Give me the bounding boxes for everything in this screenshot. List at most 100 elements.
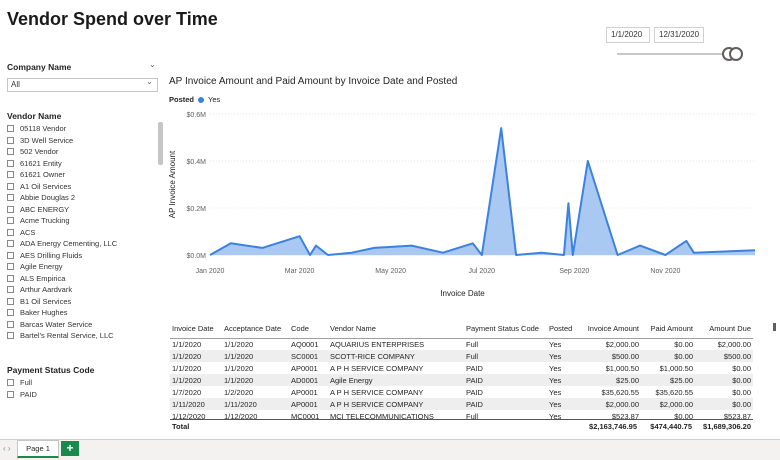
table-cell: Yes [549, 339, 562, 349]
page-nav-arrows-icon[interactable]: ‹ › [3, 444, 11, 453]
vendor-item[interactable]: Bartel's Rental Service, LLC [7, 330, 157, 340]
checkbox-icon[interactable] [7, 182, 14, 190]
table-row[interactable]: 1/7/2020 1/2/2020 AP0001 A P H SERVICE COMP… [170, 386, 753, 398]
column-header[interactable]: Paid Amount [641, 320, 695, 339]
column-header[interactable]: Vendor Name [328, 320, 464, 339]
vendor-item[interactable]: 502 Vendor [7, 146, 157, 158]
legend-marker-icon [198, 96, 205, 103]
date-slider-track[interactable] [617, 53, 736, 55]
y-tick-label: $0.6M [187, 112, 207, 119]
vendor-item[interactable]: ALS Empirica [7, 273, 157, 285]
status-item[interactable]: PAID [7, 389, 157, 401]
table-cell: 1/11/2020 [170, 398, 222, 410]
x-axis-label: Invoice Date [440, 289, 485, 298]
report-title: Vendor Spend over Time [7, 9, 218, 29]
checkbox-icon[interactable] [7, 171, 14, 179]
vendor-item-label: Barcas Water Service [20, 319, 93, 329]
area-chart[interactable]: $0.6M $0.4M $0.2M $0.0M Jan 2020 Mar 2020 May … [165, 100, 765, 305]
checkbox-icon[interactable] [7, 332, 14, 340]
checkbox-icon[interactable] [7, 251, 14, 259]
table-cell: 1/1/2020 [224, 339, 254, 349]
checkbox-icon[interactable] [7, 228, 14, 236]
start-date-input[interactable]: 1/1/2020 [606, 27, 650, 43]
checkbox-icon[interactable] [7, 320, 14, 328]
total-invoice-amount: $2,163,746.95 [589, 422, 637, 431]
table-cell: $500.00 [695, 350, 753, 362]
vendor-item[interactable]: 3D Well Service [7, 135, 157, 147]
column-header[interactable]: Posted [547, 320, 579, 339]
table-scrollbar[interactable] [773, 323, 776, 331]
dropdown-chevron-icon[interactable]: ⌄ [146, 77, 153, 86]
table-cell: $500.00 [579, 350, 641, 362]
legend-item[interactable]: Yes [208, 95, 221, 104]
vendor-item[interactable]: Arthur Aardvark [7, 284, 157, 296]
legend-title: Posted [169, 95, 195, 104]
checkbox-icon[interactable] [7, 297, 14, 305]
checkbox-icon[interactable] [7, 390, 14, 398]
table-body: 1/1/2020 1/1/2020 AQ0001 AQUARIUS ENTERPRIS… [170, 338, 753, 422]
checkbox-icon[interactable] [7, 274, 14, 282]
date-slider-end-handle[interactable] [729, 47, 743, 61]
table-cell: MCI TELECOMMUNICATIONS [330, 411, 434, 421]
vendor-item[interactable]: Baker Hughes [7, 307, 157, 319]
checkbox-icon[interactable] [7, 148, 14, 156]
table-row[interactable]: 1/1/2020 1/1/2020 AD0001 Agile Energy PAID Ye… [170, 374, 753, 386]
column-header[interactable]: Acceptance Date [222, 320, 289, 339]
vendor-list-scrollbar[interactable] [158, 122, 163, 165]
table-row[interactable]: 1/11/2020 1/11/2020 AP0001 A P H SERVICE CO… [170, 398, 753, 410]
vendor-item[interactable]: B1 Oil Services [7, 296, 157, 308]
table-row[interactable]: 1/1/2020 1/1/2020 AP0001 A P H SERVICE COMP… [170, 362, 753, 374]
column-header[interactable]: Amount Due [695, 320, 753, 339]
vendor-item-label: 61621 Owner [20, 170, 66, 180]
end-date-input[interactable]: 12/31/2020 [654, 27, 704, 43]
table-cell: MC0001 [291, 411, 320, 421]
checkbox-icon[interactable] [7, 286, 14, 294]
column-header[interactable]: Invoice Date [170, 320, 222, 339]
vendor-item-label: ADA Energy Cementing, LLC [20, 239, 118, 249]
vendor-item[interactable]: ABC ENERGY [7, 204, 157, 216]
table-row[interactable]: 1/12/2020 1/12/2020 MC0001 MCI TELECOMMUNIC… [170, 410, 753, 422]
vendor-item[interactable]: A1 Oil Services [7, 181, 157, 193]
table-cell: A P H SERVICE COMPANY [330, 363, 424, 373]
table-cell: PAID [464, 374, 547, 386]
tab-page-1[interactable]: Page 1 [17, 440, 59, 458]
company-dropdown[interactable]: All [7, 78, 158, 92]
invoice-table: Invoice Date Acceptance Date Code Vendor Na… [170, 320, 753, 422]
status-item[interactable]: Full [7, 377, 157, 389]
checkbox-icon[interactable] [7, 263, 14, 271]
vendor-item[interactable]: ACS [7, 227, 157, 239]
table-cell: 1/1/2020 [222, 350, 289, 362]
table-cell: $2,000.00 [605, 339, 639, 349]
checkbox-icon[interactable] [7, 159, 14, 167]
vendor-item[interactable]: Barcas Water Service [7, 319, 157, 331]
checkbox-icon[interactable] [7, 205, 14, 213]
checkbox-icon[interactable] [7, 194, 14, 202]
vendor-item[interactable]: Agile Energy [7, 261, 157, 273]
vendor-item[interactable]: Acme Trucking [7, 215, 157, 227]
vendor-item[interactable]: 61621 Entity [7, 158, 157, 170]
add-page-button[interactable]: + [61, 441, 79, 456]
checkbox-icon[interactable] [7, 240, 14, 248]
x-tick-label: May 2020 [375, 268, 406, 275]
checkbox-icon[interactable] [7, 136, 14, 144]
chevron-down-icon[interactable]: ⌄ [149, 60, 156, 69]
company-slicer-title: Company Name [7, 62, 72, 72]
column-header[interactable]: Payment Status Code [464, 320, 547, 339]
table-row[interactable]: 1/1/2020 1/1/2020 SC0001 SCOTT-RICE COMPANY… [170, 350, 753, 362]
table-cell: $2,000.00 [579, 398, 641, 410]
vendor-item[interactable]: 61621 Owner [7, 169, 157, 181]
table-cell: $25.00 [641, 374, 695, 386]
vendor-item[interactable]: Abbie Douglas 2 [7, 192, 157, 204]
vendor-item[interactable]: AES Drilling Fluids [7, 250, 157, 262]
checkbox-icon[interactable] [7, 379, 14, 387]
checkbox-icon[interactable] [7, 309, 14, 317]
checkbox-icon[interactable] [7, 125, 14, 133]
vendor-item[interactable]: ADA Energy Cementing, LLC [7, 238, 157, 250]
table-cell: AP0001 [289, 398, 328, 410]
checkbox-icon[interactable] [7, 217, 14, 225]
table-cell: Yes [547, 374, 579, 386]
vendor-item[interactable]: 05118 Vendor [7, 123, 157, 135]
column-header[interactable]: Code [289, 320, 328, 339]
table-row[interactable]: 1/1/2020 1/1/2020 AQ0001 AQUARIUS ENTERPRIS… [170, 338, 753, 350]
column-header[interactable]: Invoice Amount [579, 320, 641, 339]
